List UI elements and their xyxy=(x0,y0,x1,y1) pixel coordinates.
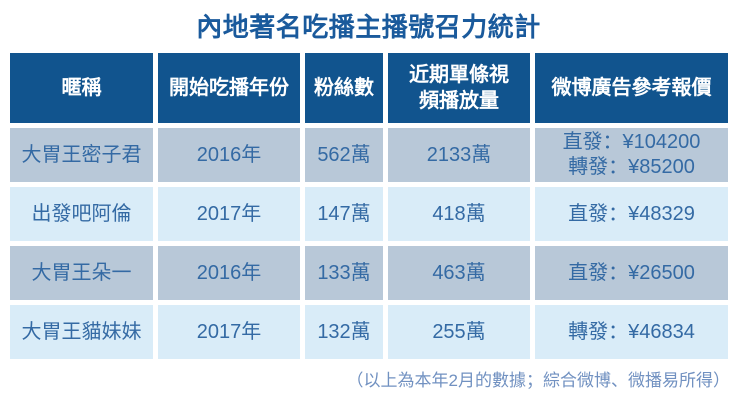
cell-fans: 132萬 xyxy=(305,305,383,359)
cell-video-views: 418萬 xyxy=(388,187,530,241)
column-header-nickname: 暱稱 xyxy=(10,53,153,123)
cell-ad-quote: 轉發：¥46834 xyxy=(535,305,728,359)
data-source-footnote: （以上為本年2月的數據；綜合微博、微播易所得） xyxy=(346,371,730,390)
cell-fans: 133萬 xyxy=(305,246,383,300)
column-header-ad-quote: 微博廣告參考報價 xyxy=(535,53,728,123)
column-header-start-year: 開始吃播年份 xyxy=(158,53,300,123)
cell-start-year: 2017年 xyxy=(158,187,300,241)
mukbang-stats-infographic: 內地著名吃播主播號召力統計 暱稱 開始吃播年份 粉絲數 近期單條視 頻播放量 微… xyxy=(0,10,737,405)
cell-fans: 147萬 xyxy=(305,187,383,241)
column-header-video-views: 近期單條視 頻播放量 xyxy=(388,53,530,123)
cell-video-views: 2133萬 xyxy=(388,128,530,182)
column-header-fans: 粉絲數 xyxy=(305,53,383,123)
cell-nickname: 大胃王貓妹妹 xyxy=(10,305,153,359)
stats-table: 暱稱 開始吃播年份 粉絲數 近期單條視 頻播放量 微博廣告參考報價 大胃王密子君… xyxy=(10,53,728,359)
cell-fans: 562萬 xyxy=(305,128,383,182)
cell-start-year: 2016年 xyxy=(158,128,300,182)
cell-nickname: 大胃王朵一 xyxy=(10,246,153,300)
cell-video-views: 255萬 xyxy=(388,305,530,359)
cell-nickname: 大胃王密子君 xyxy=(10,128,153,182)
cell-ad-quote: 直發：¥48329 xyxy=(535,187,728,241)
cell-start-year: 2017年 xyxy=(158,305,300,359)
cell-nickname: 出發吧阿倫 xyxy=(10,187,153,241)
cell-start-year: 2016年 xyxy=(158,246,300,300)
cell-ad-quote: 直發：¥104200 轉發：¥85200 xyxy=(535,128,728,182)
page-title: 內地著名吃播主播號召力統計 xyxy=(196,12,541,42)
cell-ad-quote: 直發：¥26500 xyxy=(535,246,728,300)
cell-video-views: 463萬 xyxy=(388,246,530,300)
